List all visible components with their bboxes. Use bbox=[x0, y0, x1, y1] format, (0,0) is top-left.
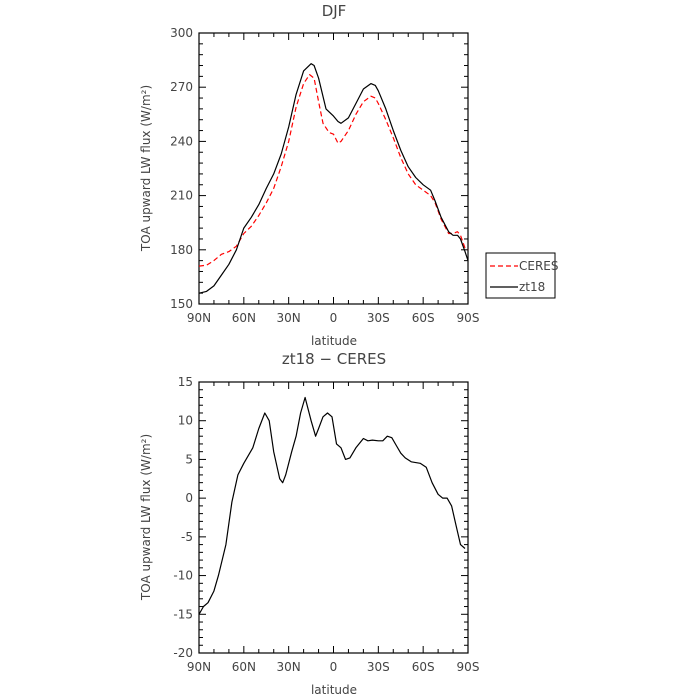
x-tick-label: 90N bbox=[187, 660, 211, 674]
x-tick-label: 90S bbox=[457, 311, 480, 325]
x-tick-label: 0 bbox=[330, 660, 338, 674]
ticks-layer: 90N 60N 30N 0 30S 60S 90S -20 -15 -10 -5 0 5 10 15 bbox=[173, 375, 479, 674]
x-tick-label: 0 bbox=[330, 311, 338, 325]
series-line-zt18 bbox=[198, 63, 469, 294]
legend-box bbox=[485, 252, 556, 299]
panel-title: DJF bbox=[322, 2, 347, 20]
y-tick-label: -15 bbox=[173, 607, 193, 621]
y-tick-label: 150 bbox=[170, 297, 193, 311]
x-tick-label: 30S bbox=[367, 311, 390, 325]
y-tick-label: 240 bbox=[170, 134, 193, 148]
legend-label-zt18: zt18 bbox=[519, 280, 545, 294]
y-tick-label: 300 bbox=[170, 26, 193, 40]
y-tick-label: 5 bbox=[185, 452, 193, 466]
y-tick-label: 210 bbox=[170, 189, 193, 203]
y-tick-label: -20 bbox=[173, 646, 193, 660]
x-tick-label: 30N bbox=[277, 311, 301, 325]
x-tick-label: 90N bbox=[187, 311, 211, 325]
legend: CERES zt18 bbox=[485, 252, 559, 299]
panel-title: zt18 − CERES bbox=[282, 350, 386, 368]
x-tick-label: 30N bbox=[277, 660, 301, 674]
x-tick-label: 60S bbox=[412, 311, 435, 325]
series-line-ceres bbox=[198, 74, 469, 267]
plot-frame bbox=[198, 32, 469, 305]
ticks-layer: 90N 60N 30N 0 30S 60S 90S 150 180 210 240 270 300 bbox=[170, 26, 479, 325]
y-tick-label: 15 bbox=[178, 375, 193, 389]
panel-djf: DJF 90N 60N 30N 0 30S 60S 90S 150 180 210 240 270 30… bbox=[139, 2, 559, 348]
x-tick-label: 60N bbox=[232, 660, 256, 674]
y-tick-label: 270 bbox=[170, 80, 193, 94]
y-axis-label: TOA upward LW flux (W/m²) bbox=[139, 434, 153, 601]
y-tick-label: -5 bbox=[181, 530, 193, 544]
x-axis-label: latitude bbox=[311, 683, 357, 697]
y-tick-label: -10 bbox=[173, 569, 193, 583]
x-tick-label: 60N bbox=[232, 311, 256, 325]
x-tick-label: 90S bbox=[457, 660, 480, 674]
y-tick-label: 10 bbox=[178, 414, 193, 428]
series-layer bbox=[198, 396, 466, 615]
series-line-difference bbox=[198, 396, 466, 615]
y-tick-label: 0 bbox=[185, 491, 193, 505]
y-tick-label: 180 bbox=[170, 243, 193, 257]
x-tick-label: 30S bbox=[367, 660, 390, 674]
series-layer bbox=[198, 63, 469, 294]
x-tick-label: 60S bbox=[412, 660, 435, 674]
panel-difference: zt18 − CERES 90N 60N 30N 0 30S 60S 90S -20 -15 -1… bbox=[139, 350, 479, 697]
legend-label-ceres: CERES bbox=[519, 259, 559, 273]
x-axis-label: latitude bbox=[311, 334, 357, 348]
y-axis-label: TOA upward LW flux (W/m²) bbox=[139, 85, 153, 252]
